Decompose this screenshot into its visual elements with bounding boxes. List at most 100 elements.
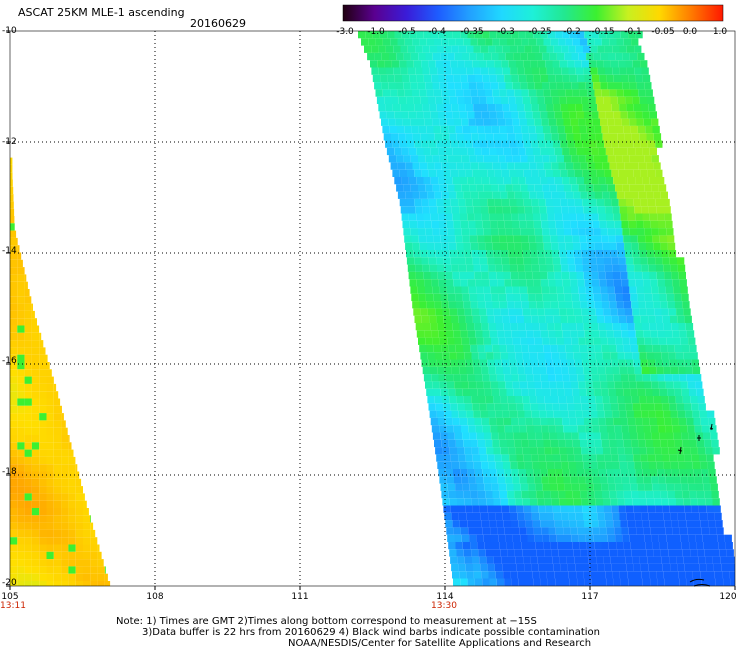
swath-cell <box>409 220 418 229</box>
swath-cell <box>540 279 549 287</box>
swath-cell <box>509 169 517 177</box>
swath-cell <box>460 74 468 83</box>
swath-cell <box>10 230 17 238</box>
swath-cell <box>473 206 481 214</box>
swath-cell <box>593 534 601 542</box>
swath-cell <box>694 476 703 484</box>
swath-cell <box>592 476 600 484</box>
swath-cell <box>618 359 626 367</box>
swath-cell <box>31 559 40 567</box>
swath-cell <box>606 527 615 535</box>
swath-cell <box>458 264 467 272</box>
swath-cell <box>533 147 541 156</box>
pass-time-label: 13:11 <box>0 601 26 611</box>
swath-cell <box>508 403 517 411</box>
swath-cell <box>516 315 524 323</box>
swath-cell <box>571 483 580 491</box>
swath-cell <box>478 191 486 199</box>
swath-cell <box>646 242 654 250</box>
swath-cell <box>531 454 539 462</box>
swath-cell <box>509 140 517 148</box>
swath-cell <box>572 301 581 309</box>
swath-cell <box>495 571 504 579</box>
swath-cell <box>554 177 563 185</box>
swath-cell <box>631 191 639 199</box>
swath-cell <box>516 563 525 572</box>
swath-cell <box>449 250 458 258</box>
swath-cell <box>572 344 580 353</box>
swath-cell <box>75 478 82 487</box>
swath-cell <box>658 337 667 345</box>
swath-cell <box>540 374 548 382</box>
swath-cell <box>537 556 545 564</box>
swath-cell <box>565 344 573 353</box>
swath-cell <box>707 512 715 521</box>
swath-cell <box>493 96 501 104</box>
swath-cell <box>568 366 576 375</box>
swath-cell <box>46 559 54 567</box>
swath-cell <box>53 559 62 567</box>
swath-cell <box>24 449 32 457</box>
swath-cell <box>649 177 657 185</box>
swath-cell <box>625 257 634 265</box>
swath-cell <box>535 235 543 243</box>
swath-cell <box>583 461 591 469</box>
swath-cell <box>39 551 47 560</box>
swath-cell <box>626 264 635 272</box>
swath-cell <box>547 147 555 156</box>
swath-cell <box>24 559 32 567</box>
swath-cell <box>39 449 47 457</box>
swath-cell <box>489 177 497 185</box>
swath-cell <box>10 529 18 538</box>
swath-cell <box>619 571 628 579</box>
swath-cell <box>495 461 503 469</box>
swath-cell <box>656 366 664 375</box>
swath-cell <box>439 155 448 163</box>
swath-cell <box>683 308 691 316</box>
swath-cell <box>542 337 550 345</box>
swath-cell <box>572 388 580 396</box>
swath-cell <box>611 403 619 411</box>
swath-cell <box>662 257 670 265</box>
swath-cell <box>578 228 586 236</box>
swath-cell <box>620 31 629 39</box>
swath-cell <box>668 447 676 455</box>
swath-cell <box>10 376 18 384</box>
swath-cell <box>17 347 25 355</box>
swath-cell <box>580 439 588 448</box>
swath-cell <box>606 220 615 229</box>
swath-cell <box>598 323 606 331</box>
swath-cell <box>546 563 554 572</box>
swath-cell <box>537 308 545 316</box>
swath-cell <box>532 206 540 214</box>
swath-cell <box>410 286 418 294</box>
swath-cell <box>533 213 541 221</box>
swath-cell <box>451 461 460 469</box>
swath-cell <box>611 563 619 572</box>
swath-cell <box>685 512 693 521</box>
swath-cell <box>364 45 372 53</box>
swath-cell <box>433 344 442 353</box>
swath-cell <box>507 191 515 199</box>
swath-cell <box>75 559 83 567</box>
swath-cell <box>619 410 627 418</box>
swath-cell <box>474 147 482 156</box>
swath-cell <box>634 323 642 331</box>
swath-cell <box>513 293 521 302</box>
swath-cell <box>492 344 500 353</box>
swath-cell <box>653 490 661 499</box>
swath-cell <box>380 74 388 83</box>
swath-cell <box>455 344 463 353</box>
swath-cell <box>53 471 62 479</box>
swath-cell <box>674 293 682 302</box>
swath-cell <box>468 118 476 126</box>
swath-cell <box>456 490 464 499</box>
swath-cell <box>435 352 443 360</box>
swath-cell <box>583 323 591 331</box>
swath-cell <box>455 542 463 550</box>
swath-cell <box>17 398 25 406</box>
swath-cell <box>619 264 627 272</box>
swath-cell <box>675 352 684 360</box>
swath-cell <box>384 60 392 68</box>
swath-cell <box>450 403 458 411</box>
